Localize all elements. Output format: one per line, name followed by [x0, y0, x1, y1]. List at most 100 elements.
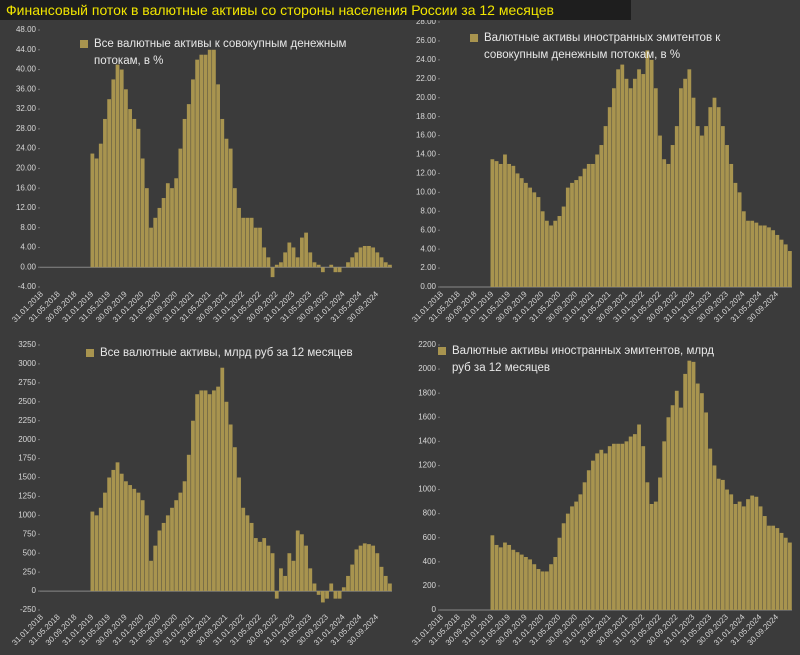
bar [216, 386, 220, 592]
bar [287, 242, 292, 268]
bar [570, 506, 574, 610]
bar [574, 501, 579, 610]
bar [674, 390, 679, 610]
y-tick-label: 20.00 [16, 163, 37, 172]
bar [561, 206, 566, 287]
bar [207, 394, 212, 592]
bar [128, 109, 132, 268]
bar [144, 188, 149, 268]
y-tick-label: 8.00 [420, 206, 436, 215]
bar [316, 264, 321, 268]
bar [540, 571, 545, 610]
y-tick-label: 20.00 [416, 93, 437, 102]
bar [691, 97, 696, 287]
bar [174, 178, 179, 268]
bar [754, 222, 759, 287]
bar [258, 227, 262, 268]
bar [153, 545, 158, 592]
chart: 0.00 2.00 4.00 6.00 8.00 10.00 12.00 14.00 16.00… [410, 17, 792, 324]
bar [490, 159, 495, 287]
bar [624, 78, 629, 288]
bar [304, 545, 308, 592]
y-tick-label: 600 [423, 533, 437, 542]
bar [266, 257, 271, 268]
bar [249, 522, 254, 592]
bar [628, 436, 633, 610]
y-tick-label: 3250 [18, 340, 36, 349]
bar [170, 507, 174, 592]
bar [612, 88, 616, 287]
chart: -250 0 250 500 750 1000 1250 1500 1750 2000 2250 25… [10, 340, 392, 647]
bar [161, 522, 166, 592]
y-tick-label: 12.00 [416, 169, 437, 178]
bar [262, 538, 267, 592]
bar [599, 145, 604, 287]
bar [253, 538, 258, 592]
chart: 0 200 400 600 800 1000 1200 1400 1600 1800 2000 220… [410, 340, 792, 647]
bar [720, 479, 725, 610]
bar [674, 126, 679, 287]
bar [228, 148, 233, 268]
bar [132, 118, 137, 268]
legend-swatch [80, 40, 88, 48]
bar [712, 465, 717, 610]
bar [662, 159, 667, 287]
bar [128, 485, 132, 592]
bar [540, 211, 545, 287]
bar [111, 469, 116, 592]
y-tick-label: 2500 [18, 397, 36, 406]
bar [616, 443, 620, 610]
y-tick-label: 22.00 [416, 74, 437, 83]
bar [649, 59, 654, 287]
bar [653, 88, 658, 287]
bar [716, 478, 721, 610]
bar [291, 560, 296, 592]
bar [94, 515, 99, 592]
bar [186, 454, 191, 592]
bar [783, 537, 788, 610]
bar [140, 500, 145, 592]
bar [779, 239, 784, 287]
bar [561, 523, 566, 610]
bar [274, 264, 279, 268]
legend-swatch [438, 347, 446, 355]
bar [616, 69, 620, 287]
legend: Валютные активы иностранных эмитентов к … [470, 30, 730, 64]
bar [245, 217, 250, 268]
bar [704, 412, 708, 610]
y-tick-label: 250 [23, 567, 37, 576]
bar [119, 473, 124, 592]
bar [620, 64, 625, 287]
bar [725, 145, 729, 287]
bar [658, 135, 662, 287]
bar [354, 252, 359, 268]
bar [182, 481, 187, 592]
legend-label: Все валютные активы, млрд руб за 12 меся… [100, 347, 353, 359]
bar [107, 477, 112, 592]
bar [358, 247, 363, 268]
y-tick-label: 0.00 [420, 282, 436, 291]
bar [115, 64, 120, 268]
bar [270, 553, 275, 592]
bar [754, 496, 759, 610]
y-tick-label: 10.00 [416, 187, 437, 196]
chart: -4.00 0.00 4.00 8.00 12.00 16.00 20.00 24.00 28.… [10, 25, 392, 324]
bar [649, 504, 654, 610]
bar [371, 545, 376, 592]
bar [653, 501, 658, 610]
y-tick-label: 16.00 [416, 131, 437, 140]
y-tick-label: 1750 [18, 454, 36, 463]
bar [595, 453, 600, 610]
bar [536, 197, 541, 287]
bar [195, 59, 200, 268]
bar [612, 443, 616, 610]
bar [379, 257, 384, 268]
y-tick-label: 2250 [18, 416, 36, 425]
bar [346, 575, 350, 592]
bar [528, 187, 532, 287]
y-tick-label: 44.00 [16, 45, 37, 54]
bar [503, 154, 507, 287]
bar [524, 182, 528, 287]
legend-swatch [470, 34, 478, 42]
bar [178, 492, 183, 592]
